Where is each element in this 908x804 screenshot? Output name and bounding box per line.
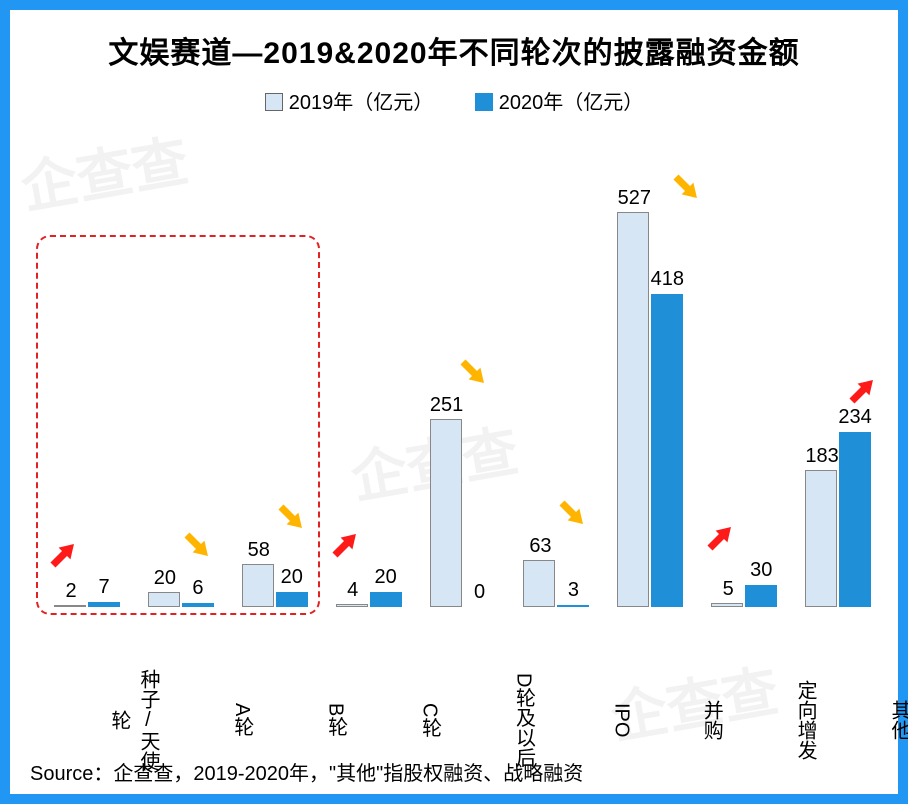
arrow-up-icon [703, 521, 737, 555]
bar-2020: 20 [370, 592, 402, 607]
bar-value-label: 30 [738, 559, 784, 582]
bar-2020: 3 [557, 605, 589, 607]
bar-value-label: 3 [550, 579, 596, 602]
bar-value-label: 418 [644, 268, 690, 291]
bar-group: 420 [322, 157, 416, 607]
arrow-up-icon [845, 374, 879, 408]
highlight-box [36, 235, 320, 615]
arrow-up-icon [328, 528, 362, 562]
bar-group: 530 [697, 157, 791, 607]
bar-2019: 5 [711, 603, 743, 607]
legend-label-2019: 2019年（亿元） [289, 92, 434, 114]
x-axis-label: 定向增发 [732, 665, 820, 775]
bar-2020: 234 [839, 432, 871, 608]
bar-2020: 30 [745, 585, 777, 608]
bar-value-label: 0 [457, 581, 503, 604]
bar-group: 527 418 [603, 157, 697, 607]
legend-label-2020: 2020年（亿元） [499, 92, 644, 114]
bar-value-label: 251 [424, 394, 470, 417]
bar-group: 2510 [416, 157, 510, 607]
bar-2019: 183 [805, 470, 837, 607]
x-axis-label: 其他 [826, 665, 908, 775]
legend: 2019年（亿元） 2020年（亿元） [10, 86, 898, 137]
bar-group: 63 3 [509, 157, 603, 607]
legend-swatch-2019 [265, 93, 283, 111]
bar-2020: 418 [651, 294, 683, 608]
bar-value-label: 527 [611, 187, 657, 210]
bar-2019: 4 [336, 604, 368, 607]
bar-value-label: 234 [832, 406, 878, 429]
bar-value-label: 63 [517, 535, 563, 558]
chart-title: 文娱赛道—2019&2020年不同轮次的披露融资金额 [10, 10, 898, 86]
bar-2019: 251 [430, 419, 462, 607]
legend-item-2020: 2020年（亿元） [475, 86, 644, 115]
legend-swatch-2020 [475, 93, 493, 111]
legend-item-2019: 2019年（亿元） [265, 86, 434, 115]
arrow-down-icon [555, 496, 589, 530]
bar-value-label: 20 [363, 566, 409, 589]
arrow-down-icon [456, 355, 490, 389]
chart-source: Source：企查查，2019-2020年，"其他"指股权融资、战略融资 [30, 757, 583, 786]
chart-plot-area: 2720658204202510633527418530183234 [40, 157, 885, 607]
x-axis-label: 并购 [638, 665, 726, 775]
chart-frame: 企查查 企查查 企查查 文娱赛道—2019&2020年不同轮次的披露融资金额 2… [0, 0, 908, 804]
bar-group: 183234 [791, 157, 885, 607]
